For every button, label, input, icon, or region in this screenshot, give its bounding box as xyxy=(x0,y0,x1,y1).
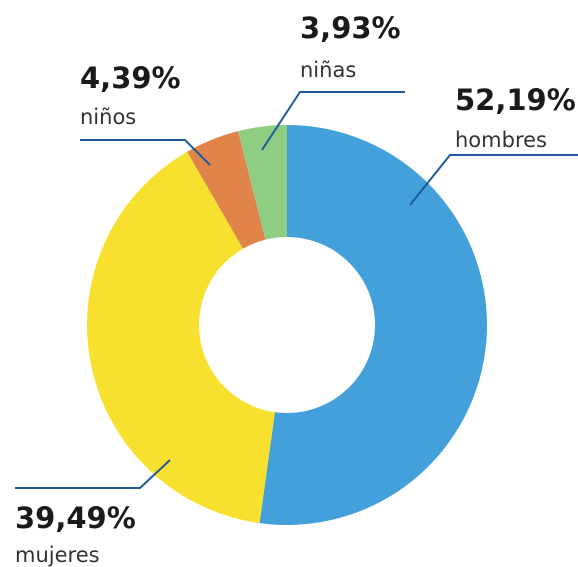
category-label: hombres xyxy=(455,128,547,152)
category-label: niños xyxy=(80,105,136,129)
donut-segment xyxy=(87,151,275,524)
leader-line xyxy=(261,91,405,151)
value-label: 3,93% xyxy=(300,11,401,45)
leader-line xyxy=(15,459,171,489)
category-label: niñas xyxy=(300,58,356,82)
value-label: 39,49% xyxy=(15,501,136,535)
category-label: mujeres xyxy=(15,543,100,567)
leader-line xyxy=(80,139,211,166)
donut-segment xyxy=(238,125,287,240)
value-label: 4,39% xyxy=(80,61,181,95)
donut-segment xyxy=(259,125,488,526)
leader-line xyxy=(409,154,578,206)
value-label: 52,19% xyxy=(455,83,576,117)
